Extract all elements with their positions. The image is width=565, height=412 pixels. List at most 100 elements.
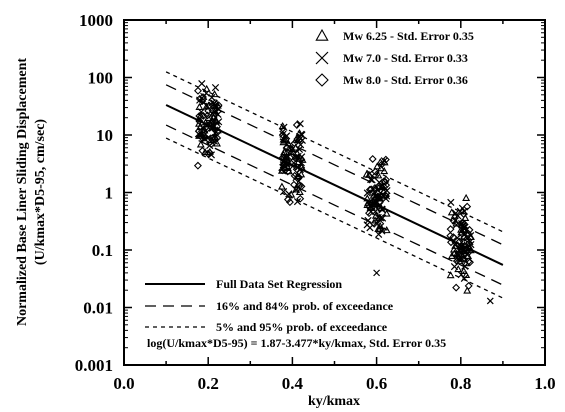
data-point-cross [456, 244, 465, 253]
data-point-cross [456, 207, 464, 215]
data-point-triangle [462, 270, 471, 279]
y-axis-title: Normalized Base Liner Sliding Displaceme… [15, 58, 48, 326]
data-point-triangle [454, 264, 463, 273]
data-point-cross [367, 175, 375, 184]
data-point-diamond [382, 181, 391, 190]
legend-marker-cross [315, 51, 329, 65]
data-point-cross [376, 214, 385, 222]
plot-frame [123, 19, 546, 366]
x-tick-label: 0.2 [198, 374, 219, 393]
legend-label-cross: Mw 7.0 - Std. Error 0.33 [343, 51, 468, 65]
data-point-cross [292, 186, 300, 194]
data-point-triangle [286, 148, 295, 156]
data-point-cross [298, 153, 306, 161]
axis-ticks [123, 19, 546, 366]
data-point-triangle [204, 113, 213, 121]
data-point-triangle [202, 102, 211, 110]
data-point-diamond [371, 185, 380, 194]
equation-text: log(U/kmax*D5-95) = 1.87-3.477*ky/kmax, … [147, 336, 446, 350]
data-point-diamond [374, 193, 383, 202]
data-point-triangle [377, 164, 386, 172]
data-point-cross [447, 198, 455, 207]
data-point-triangle [447, 251, 456, 260]
data-point-diamond [204, 106, 213, 115]
data-point-cross [293, 197, 302, 206]
data-point-triangle [210, 90, 219, 98]
data-point-triangle [277, 182, 286, 190]
y-tick-label: 0.1 [92, 241, 113, 260]
data-point-cross [460, 274, 468, 282]
data-point-diamond [203, 111, 212, 120]
x-tick-label: 0.0 [113, 374, 134, 393]
line-legend: Full Data Set Regression 16% and 84% prob… [145, 277, 394, 334]
data-point-triangle [447, 208, 456, 216]
data-point-triangle [201, 118, 210, 126]
y-tick-label: 10 [96, 126, 113, 145]
outlier-point [486, 297, 494, 305]
data-point-cross [207, 151, 216, 159]
data-point-cross [296, 120, 304, 128]
x-tick-label: 0.6 [366, 374, 387, 393]
y-tick-labels: 0.001 0.01 0.1 1 10 100 1000 [75, 11, 113, 375]
data-point-diamond [278, 166, 287, 175]
data-point-triangle [382, 226, 391, 234]
data-point-diamond [452, 283, 461, 292]
data-point-triangle [196, 111, 205, 119]
data-point-diamond [198, 146, 207, 155]
data-point-cross [280, 123, 288, 131]
data-point-triangle [209, 109, 218, 117]
x-tick-labels: 0.0 0.2 0.4 0.6 0.8 1.0 [113, 374, 555, 393]
data-point-triangle [196, 140, 205, 148]
data-point-triangle [213, 139, 221, 147]
data-point-triangle [465, 244, 474, 252]
data-point-triangle [464, 251, 473, 259]
marker-legend: Mw 6.25 - Std. Error 0.35 Mw 7.0 - Std. E… [315, 28, 474, 87]
data-point-triangle [283, 155, 292, 163]
y-axis-title-line2: (U/kmax*D5-95, cm/sec) [33, 119, 48, 266]
data-point-cross [282, 153, 291, 162]
data-point-triangle [287, 190, 296, 198]
data-point-cross [198, 80, 206, 88]
data-point-diamond [292, 120, 301, 129]
data-point-triangle [466, 232, 475, 241]
legend-label-short-dash: 5% and 95% prob. of exceedance [216, 320, 388, 334]
y-tick-label: 100 [88, 69, 114, 88]
data-point-diamond [370, 196, 379, 205]
data-point-cross [283, 159, 291, 168]
data-point-diamond [381, 155, 390, 164]
data-point-triangle [195, 102, 204, 110]
band-16-84-line [165, 124, 504, 286]
data-point-triangle [373, 162, 382, 170]
data-point-triangle [462, 193, 471, 202]
data-point-diamond [296, 194, 305, 203]
data-point-diamond [210, 134, 219, 143]
y-tick-label: 0.01 [83, 299, 113, 318]
data-point-diamond [195, 116, 204, 125]
data-point-triangle [295, 128, 304, 137]
data-point-cross [371, 192, 379, 200]
data-point-triangle [446, 271, 455, 279]
data-point-diamond [198, 97, 207, 106]
data-point-triangle [459, 266, 468, 274]
legend-label-triangle: Mw 6.25 - Std. Error 0.35 [343, 29, 474, 43]
data-point-diamond [460, 233, 469, 242]
data-point-cross [452, 209, 460, 217]
data-point-triangle [292, 185, 301, 193]
x-tick-label: 0.4 [282, 374, 304, 393]
data-point-diamond [446, 225, 455, 234]
data-point-triangle [284, 167, 293, 175]
data-point-triangle [293, 136, 302, 144]
band-16-84-line [165, 84, 504, 246]
data-point-cross [378, 206, 386, 214]
data-point-diamond [296, 181, 304, 190]
data-point-cross [458, 204, 467, 212]
data-point-triangle [291, 135, 300, 143]
data-point-triangle [376, 157, 385, 166]
data-point-cross [452, 221, 461, 229]
x-axis-title: ky/kmax [308, 394, 360, 409]
data-point-diamond [368, 155, 377, 163]
legend-marker-triangle [315, 28, 329, 41]
data-point-cross [372, 203, 380, 211]
data-point-cross [197, 108, 205, 116]
data-point-diamond [194, 86, 202, 95]
